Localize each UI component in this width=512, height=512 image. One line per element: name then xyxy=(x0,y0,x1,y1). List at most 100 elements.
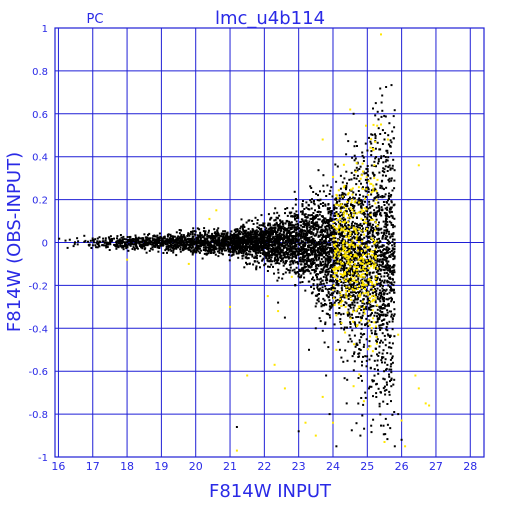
data-point xyxy=(329,249,331,252)
data-point xyxy=(393,109,396,112)
data-point xyxy=(302,268,305,271)
data-point xyxy=(383,168,386,171)
data-point xyxy=(382,293,385,296)
data-point xyxy=(133,243,136,246)
data-point xyxy=(352,248,355,251)
data-point xyxy=(275,249,278,252)
data-point xyxy=(204,232,207,234)
data-point xyxy=(220,233,223,236)
data-point xyxy=(337,269,340,272)
data-point xyxy=(225,232,228,235)
data-point xyxy=(335,233,338,235)
data-point xyxy=(303,245,306,248)
data-point xyxy=(347,199,350,202)
data-point xyxy=(267,265,269,268)
data-point xyxy=(255,229,258,232)
data-point xyxy=(242,252,245,255)
data-point xyxy=(267,254,270,257)
data-point xyxy=(325,277,328,280)
data-point xyxy=(390,313,393,316)
data-point xyxy=(187,243,190,246)
data-point xyxy=(377,193,380,196)
data-point xyxy=(91,237,94,240)
data-point xyxy=(312,228,315,231)
data-point xyxy=(371,291,374,294)
data-point xyxy=(287,226,290,229)
data-point xyxy=(335,299,338,302)
data-point xyxy=(191,246,194,249)
data-point xyxy=(370,189,373,192)
data-point xyxy=(393,335,396,338)
data-point xyxy=(184,239,187,242)
data-point xyxy=(390,210,393,213)
data-point xyxy=(315,244,318,246)
data-point xyxy=(295,266,298,269)
data-point xyxy=(370,154,373,157)
data-point xyxy=(352,283,355,285)
data-point xyxy=(154,245,157,248)
data-point xyxy=(319,287,322,290)
data-point xyxy=(276,229,279,232)
data-point xyxy=(180,238,183,241)
data-point xyxy=(350,278,352,281)
data-point xyxy=(243,266,246,269)
data-point xyxy=(393,411,396,413)
data-point xyxy=(332,292,335,295)
data-point xyxy=(303,249,306,252)
data-point xyxy=(363,302,366,305)
data-point xyxy=(309,266,312,269)
data-point xyxy=(363,236,366,239)
data-point xyxy=(242,249,245,252)
data-point xyxy=(286,227,289,230)
data-point xyxy=(308,236,311,239)
data-point xyxy=(216,240,218,243)
data-point xyxy=(362,186,364,189)
data-point xyxy=(341,217,344,220)
data-point xyxy=(295,210,298,213)
data-point xyxy=(372,286,375,288)
data-point xyxy=(296,225,299,228)
data-point xyxy=(146,241,149,244)
data-point xyxy=(261,241,264,244)
data-point xyxy=(386,220,389,223)
data-point xyxy=(274,229,277,232)
data-point xyxy=(379,324,382,327)
data-point xyxy=(349,257,352,260)
data-point xyxy=(311,260,314,263)
data-point xyxy=(285,234,288,236)
data-point xyxy=(244,253,247,256)
data-point xyxy=(391,320,394,323)
data-point xyxy=(205,242,208,245)
data-point xyxy=(308,223,311,226)
data-point xyxy=(202,249,205,251)
data-point xyxy=(308,231,311,234)
data-point xyxy=(390,177,393,180)
data-point xyxy=(260,236,263,238)
data-point xyxy=(291,255,294,258)
data-point xyxy=(254,216,257,219)
data-point xyxy=(338,228,341,231)
data-point xyxy=(229,232,232,235)
data-point xyxy=(242,228,245,231)
data-point xyxy=(309,214,312,217)
data-point xyxy=(269,259,272,262)
data-point xyxy=(117,246,120,249)
data-point xyxy=(346,202,349,205)
data-point xyxy=(355,183,358,186)
data-point xyxy=(296,271,299,274)
data-point xyxy=(378,171,381,174)
data-point xyxy=(286,243,289,246)
data-point xyxy=(321,254,324,257)
data-point xyxy=(317,194,319,197)
data-point xyxy=(284,259,287,262)
data-point xyxy=(298,242,301,245)
data-point xyxy=(370,277,373,280)
data-point xyxy=(362,269,365,272)
data-point xyxy=(356,270,359,273)
data-point xyxy=(324,203,327,206)
data-point xyxy=(159,235,162,238)
data-point xyxy=(341,264,344,267)
data-point xyxy=(387,179,390,181)
data-point xyxy=(257,261,260,264)
data-point xyxy=(230,230,233,233)
